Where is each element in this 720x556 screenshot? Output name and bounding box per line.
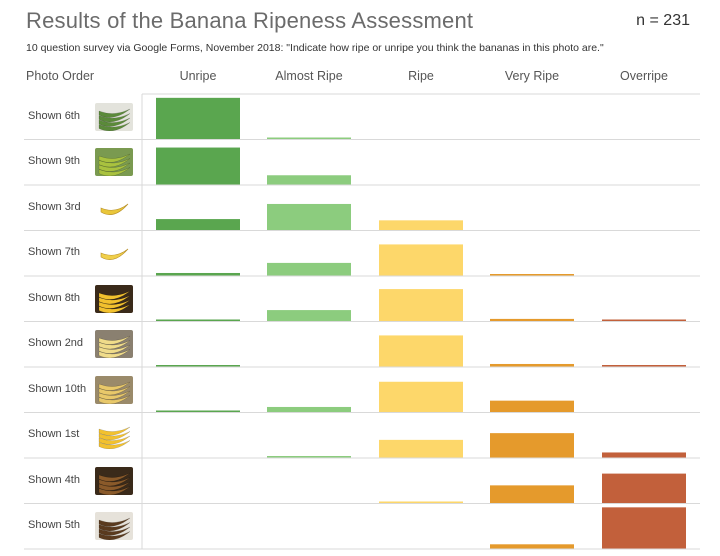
bar-very-ripe xyxy=(490,274,574,276)
bar-unripe xyxy=(156,365,240,367)
banana-icon xyxy=(98,154,131,177)
row-label: Shown 2nd xyxy=(28,337,84,350)
bar-unripe xyxy=(156,272,240,276)
bar-unripe xyxy=(156,219,240,230)
bar-almost-ripe xyxy=(267,456,351,458)
bar-very-ripe xyxy=(490,544,574,549)
banana-photo xyxy=(95,284,133,313)
banana-icon xyxy=(98,381,131,404)
bar-overripe xyxy=(602,452,686,458)
banana-photo xyxy=(95,421,133,450)
bar-ripe xyxy=(379,289,463,321)
bar-ripe xyxy=(379,381,463,412)
banana-icon xyxy=(98,336,131,359)
bar-very-ripe xyxy=(490,433,574,458)
banana-icon xyxy=(98,290,131,313)
banana-photo xyxy=(95,239,133,268)
bar-ripe xyxy=(379,501,463,503)
chart-subtitle: 10 question survey via Google Forms, Nov… xyxy=(26,42,604,54)
banana-icon xyxy=(98,472,131,495)
banana-photo xyxy=(95,193,133,222)
banana-photo xyxy=(95,330,133,359)
row-label: Shown 10th xyxy=(28,382,87,395)
row-label: Shown 9th xyxy=(28,155,80,168)
banana-icon xyxy=(98,108,131,131)
bar-overripe xyxy=(602,507,686,549)
column-header-unripe: Unripe xyxy=(179,69,217,83)
row-label: Shown 5th xyxy=(28,519,80,532)
bar-ripe xyxy=(379,220,463,230)
banana-icon xyxy=(100,249,129,261)
row-label: Shown 4th xyxy=(28,473,80,486)
column-header-very-ripe: Very Ripe xyxy=(504,69,560,83)
banana-photo xyxy=(95,148,133,177)
bar-very-ripe xyxy=(490,400,574,412)
bar-almost-ripe xyxy=(267,262,351,276)
bar-ripe xyxy=(379,335,463,367)
row-label: Shown 7th xyxy=(28,246,80,259)
row-label: Shown 6th xyxy=(28,109,80,122)
bar-unripe xyxy=(156,319,240,321)
bar-very-ripe xyxy=(490,485,574,503)
banana-photo xyxy=(95,512,133,541)
row-label: Shown 3rd xyxy=(28,200,81,213)
row-label: Shown 8th xyxy=(28,291,80,304)
row-header: Photo Order xyxy=(26,69,95,83)
bar-ripe xyxy=(379,244,463,276)
bar-overripe xyxy=(602,365,686,367)
bar-almost-ripe xyxy=(267,406,351,412)
bar-very-ripe xyxy=(490,363,574,367)
column-header-almost-ripe: Almost Ripe xyxy=(275,69,343,83)
bar-almost-ripe xyxy=(267,310,351,321)
row-label: Shown 1st xyxy=(28,428,80,441)
banana-photo xyxy=(95,102,133,131)
bar-unripe xyxy=(156,410,240,412)
chart-title: Results of the Banana Ripeness Assessmen… xyxy=(26,8,474,33)
banana-photo xyxy=(95,375,133,404)
bar-overripe xyxy=(602,319,686,321)
bar-almost-ripe xyxy=(267,203,351,230)
bar-unripe xyxy=(156,97,240,139)
sample-size-label: n = 231 xyxy=(636,12,690,29)
column-header-ripe: Ripe xyxy=(408,69,434,83)
banana-photo xyxy=(95,466,133,495)
bar-almost-ripe xyxy=(267,137,351,139)
bar-ripe xyxy=(379,439,463,458)
column-header-overripe: Overripe xyxy=(620,69,668,83)
bar-very-ripe xyxy=(490,318,574,321)
bar-overripe xyxy=(602,473,686,503)
bar-almost-ripe xyxy=(267,175,351,185)
banana-icon xyxy=(100,203,129,215)
bar-unripe xyxy=(156,147,240,185)
